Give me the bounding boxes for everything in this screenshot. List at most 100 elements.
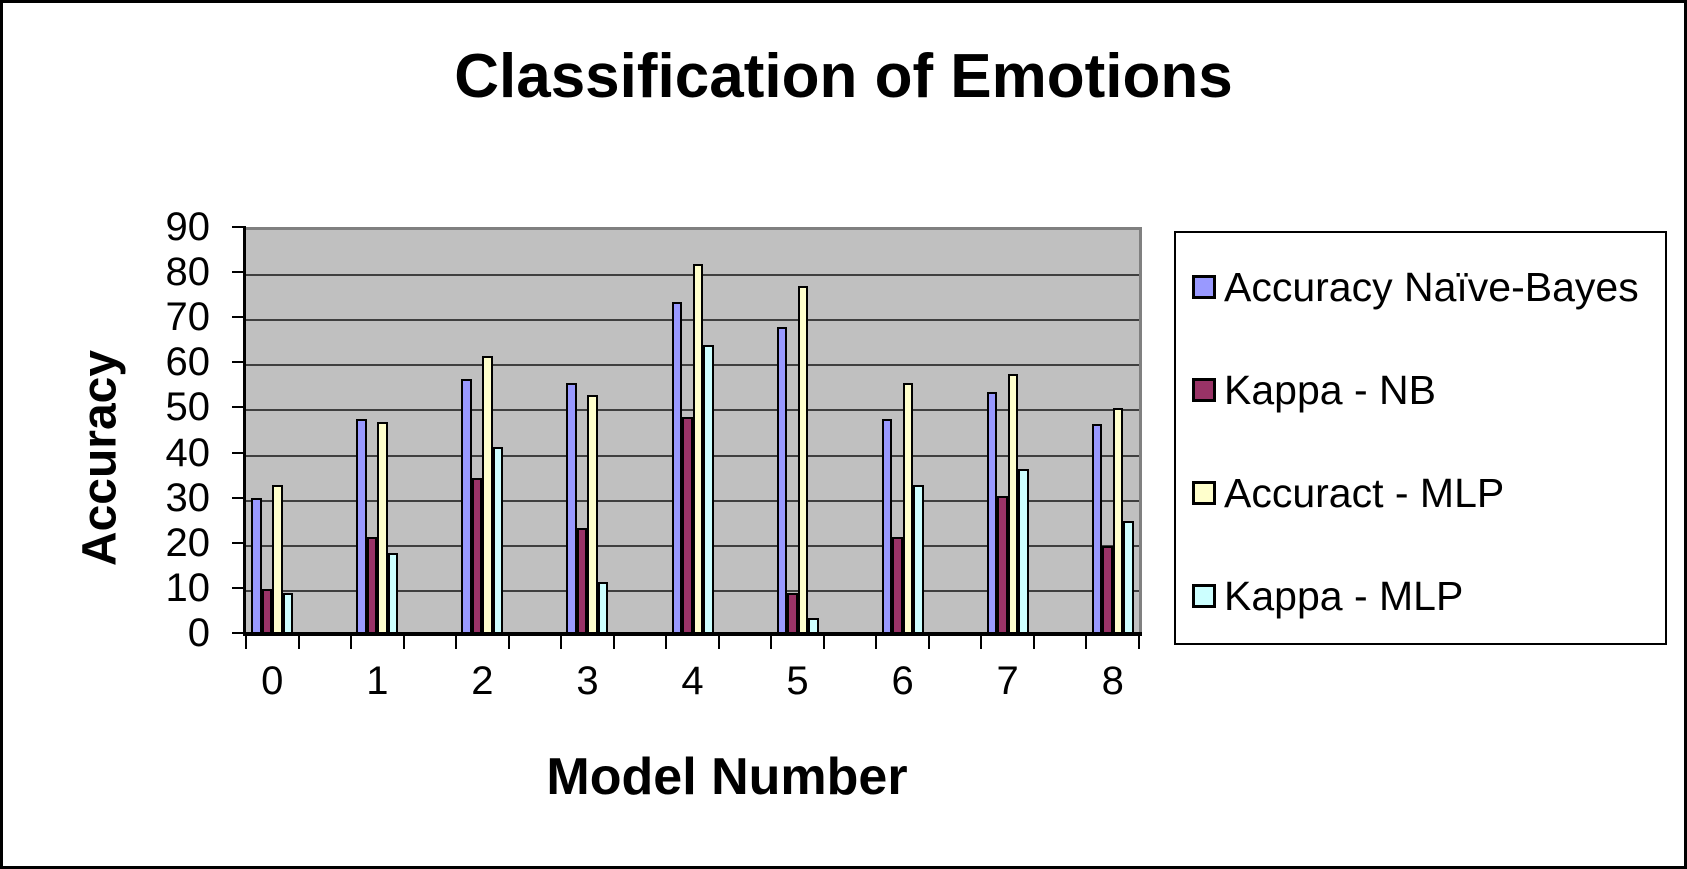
x-tick — [770, 636, 773, 649]
bar-kappa-mlp — [1018, 469, 1029, 636]
y-tick-label: 40 — [165, 430, 211, 475]
bar-group-3 — [566, 230, 609, 636]
bar-accuract-mlp — [1007, 374, 1019, 636]
bar-kappa-nb — [576, 527, 588, 636]
legend-swatch-icon — [1192, 275, 1216, 299]
y-tick-label: 80 — [165, 250, 211, 295]
x-tick — [717, 636, 720, 649]
x-tick-label: 3 — [576, 659, 599, 703]
bar-group-2 — [461, 230, 504, 636]
bar-kappa-mlp — [913, 484, 924, 636]
y-tick-label: 20 — [165, 520, 211, 565]
bar-accuracy-na-ve-bayes — [881, 419, 893, 636]
legend-label: Accuract - MLP — [1224, 470, 1505, 516]
legend-swatch-icon — [1192, 584, 1216, 608]
x-tick-label: 2 — [471, 659, 494, 703]
x-tick — [875, 636, 878, 649]
y-tick-label: 30 — [165, 475, 211, 520]
y-tick — [232, 226, 246, 228]
bar-accuract-mlp — [377, 421, 388, 636]
bar-accuract-mlp — [587, 394, 598, 636]
bar-group-1 — [356, 230, 399, 636]
legend-item-accuracy-na-ve-bayes: Accuracy Naïve-Bayes — [1176, 266, 1639, 308]
bar-kappa-nb — [997, 496, 1008, 636]
legend-label: Kappa - NB — [1224, 367, 1436, 413]
x-tick — [1085, 636, 1088, 649]
bar-kappa-mlp — [597, 581, 609, 636]
x-tick — [1138, 636, 1140, 649]
legend-item-accuract-mlp: Accuract - MLP — [1176, 472, 1504, 514]
y-tick — [232, 451, 246, 454]
x-tick — [1032, 636, 1035, 649]
legend: Accuracy Naïve-Bayes Kappa - NB Accuract -… — [1174, 231, 1667, 645]
x-tick-label: 8 — [1101, 659, 1124, 703]
bar-kappa-nb — [787, 593, 798, 636]
y-tick — [232, 632, 246, 634]
plot-area — [246, 227, 1142, 636]
bar-accuracy-na-ve-bayes — [1091, 423, 1103, 636]
y-tick — [232, 586, 246, 589]
bar-group-0 — [251, 230, 294, 636]
legend-label: Kappa - MLP — [1224, 573, 1464, 619]
x-tick — [402, 636, 405, 649]
bar-kappa-nb — [366, 536, 378, 636]
y-tick-label: 70 — [165, 295, 211, 340]
bar-accuracy-na-ve-bayes — [671, 302, 682, 636]
y-tick-label: 50 — [165, 385, 211, 430]
x-tick-label: 5 — [786, 659, 809, 703]
y-tick — [232, 271, 246, 274]
bar-accuracy-na-ve-bayes — [566, 383, 577, 636]
x-tick-label: 7 — [996, 659, 1019, 703]
x-tick-label: 0 — [261, 659, 284, 703]
y-tick — [232, 541, 246, 544]
y-tick — [232, 316, 246, 319]
y-tick — [232, 361, 246, 364]
y-axis-line — [243, 227, 246, 636]
x-tick — [612, 636, 615, 649]
legend-label: Accuracy Naïve-Bayes — [1224, 264, 1639, 310]
x-tick — [350, 636, 353, 649]
bar-kappa-mlp — [492, 446, 504, 636]
x-tick — [507, 636, 510, 649]
bar-accuract-mlp — [272, 484, 283, 636]
x-axis-line — [243, 632, 1142, 636]
bar-accuracy-na-ve-bayes — [986, 392, 998, 636]
x-axis-title: Model Number — [546, 748, 908, 806]
x-tick-label: 6 — [891, 659, 914, 703]
bar-kappa-mlp — [1123, 520, 1134, 636]
bar-kappa-mlp — [703, 345, 714, 636]
y-tick — [232, 496, 246, 499]
y-tick — [232, 406, 246, 409]
bar-accuract-mlp — [692, 263, 703, 636]
bar-kappa-nb — [892, 536, 903, 636]
x-tick — [560, 636, 563, 649]
bar-kappa-nb — [261, 588, 273, 636]
bar-kappa-nb — [682, 417, 693, 636]
bar-group-8 — [1091, 230, 1134, 636]
legend-swatch-icon — [1192, 378, 1216, 402]
legend-swatch-icon — [1192, 481, 1216, 505]
bar-accuracy-na-ve-bayes — [251, 498, 262, 636]
x-tick — [455, 636, 458, 649]
x-tick-label: 4 — [681, 659, 704, 703]
x-tick — [927, 636, 930, 649]
chart-title: Classification of Emotions — [454, 42, 1233, 111]
x-tick — [297, 636, 300, 649]
y-tick-label: 0 — [187, 611, 210, 655]
bar-accuract-mlp — [902, 383, 914, 636]
y-tick-label: 90 — [165, 205, 211, 249]
bar-kappa-nb — [1102, 545, 1113, 636]
x-tick-label: 1 — [366, 659, 389, 703]
bar-group-4 — [671, 230, 714, 636]
bar-group-5 — [776, 230, 819, 636]
y-tick-label: 10 — [165, 565, 211, 610]
bar-accuracy-na-ve-bayes — [776, 327, 788, 636]
bar-accuracy-na-ve-bayes — [461, 378, 472, 636]
legend-item-kappa-mlp: Kappa - MLP — [1176, 575, 1463, 617]
bar-group-7 — [986, 230, 1029, 636]
bar-accuract-mlp — [1112, 408, 1124, 636]
x-tick — [980, 636, 983, 649]
bar-group-6 — [881, 230, 924, 636]
bar-accuract-mlp — [797, 286, 809, 636]
